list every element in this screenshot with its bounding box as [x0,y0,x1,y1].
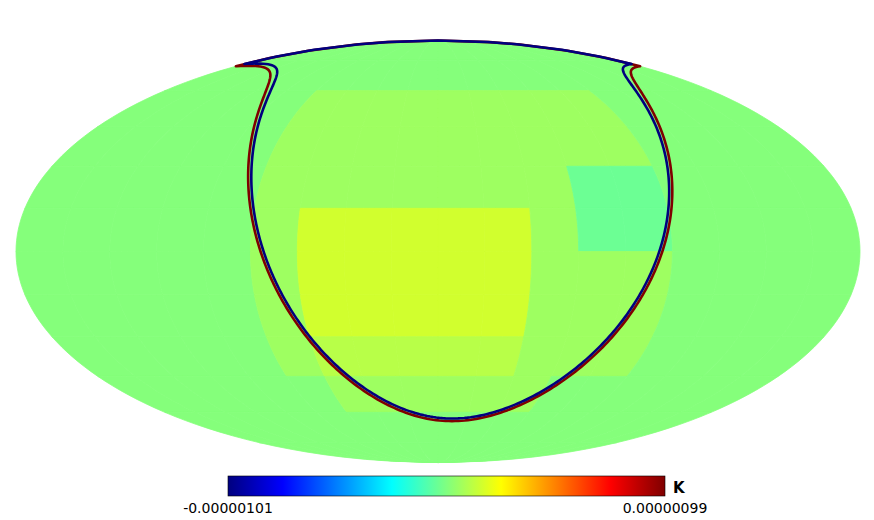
svg-text:0.00000099: 0.00000099 [623,500,708,516]
svg-text:K: K [673,479,686,497]
svg-text:-0.00000101: -0.00000101 [183,500,273,516]
